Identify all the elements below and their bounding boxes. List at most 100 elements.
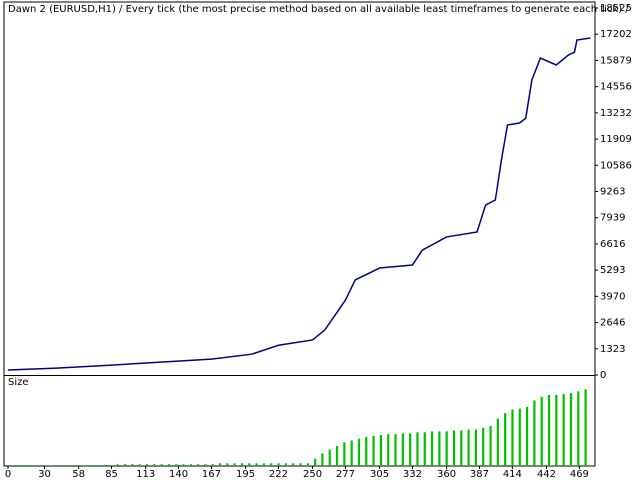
size-bar xyxy=(182,464,185,466)
size-bar xyxy=(167,464,171,466)
size-bar xyxy=(562,394,565,466)
size-bar xyxy=(160,464,163,466)
y-tick-label: 3970 xyxy=(600,291,625,302)
balance-line xyxy=(7,37,591,371)
size-bar xyxy=(262,463,266,466)
size-bar xyxy=(102,465,105,466)
size-bar xyxy=(460,430,463,466)
y-tick-label: 17202 xyxy=(600,29,632,40)
size-bar xyxy=(482,427,485,466)
size-bar xyxy=(430,431,434,466)
x-tick-label: 305 xyxy=(370,469,389,480)
size-bar xyxy=(314,458,317,466)
size-bar xyxy=(123,464,127,466)
size-bar xyxy=(335,445,339,466)
size-bar xyxy=(401,433,404,466)
size-bar xyxy=(365,436,368,466)
y-tick-label: 9263 xyxy=(600,186,625,197)
size-bar xyxy=(270,463,273,466)
size-bar xyxy=(394,434,397,466)
size-bar xyxy=(80,465,83,466)
size-bar xyxy=(36,465,39,466)
size-bar xyxy=(116,464,119,466)
size-bar xyxy=(299,463,302,466)
size-bar xyxy=(409,433,412,466)
size-bar xyxy=(452,430,456,466)
x-tick-label: 387 xyxy=(470,469,489,480)
size-bar xyxy=(467,429,470,466)
size-bar xyxy=(50,465,54,466)
size-bar xyxy=(306,463,309,466)
size-bar xyxy=(504,413,507,466)
size-bar xyxy=(145,464,149,466)
size-bar xyxy=(189,464,192,466)
chart-title: Dawn 2 (EURUSD,H1) / Every tick (the mos… xyxy=(8,4,629,15)
size-bar xyxy=(372,435,375,466)
size-bar xyxy=(577,391,580,466)
size-bar xyxy=(197,464,200,466)
y-tick-label: 6616 xyxy=(600,239,625,250)
y-tick-label: 15879 xyxy=(600,55,632,66)
size-bar xyxy=(438,431,441,466)
x-tick-label: 222 xyxy=(269,469,288,480)
size-bar xyxy=(525,406,529,466)
size-bar xyxy=(138,464,141,466)
size-bar xyxy=(379,435,382,466)
size-bar xyxy=(218,463,222,466)
size-bar xyxy=(416,432,419,466)
size-bar xyxy=(357,438,361,466)
size-bar xyxy=(204,464,207,466)
size-bar xyxy=(343,442,346,466)
y-tick-label: 13232 xyxy=(600,108,632,119)
size-bar xyxy=(474,429,478,466)
size-bar xyxy=(489,425,492,466)
size-bar xyxy=(28,465,32,466)
size-bar xyxy=(175,464,178,466)
size-bar xyxy=(87,465,90,466)
size-bar xyxy=(14,465,17,466)
size-bar xyxy=(518,408,521,466)
x-tick-label: 250 xyxy=(303,469,322,480)
size-bar xyxy=(153,464,156,466)
size-bar xyxy=(284,463,287,466)
size-bar xyxy=(21,465,24,466)
size-bar xyxy=(248,463,251,466)
x-tick-label: 414 xyxy=(503,469,522,480)
x-tick-label: 0 xyxy=(5,469,11,480)
x-tick-label: 277 xyxy=(336,469,355,480)
y-tick-label: 0 xyxy=(600,370,606,381)
size-bar xyxy=(511,409,514,466)
y-tick-label: 10586 xyxy=(600,160,632,171)
size-bar xyxy=(350,440,353,466)
size-bar xyxy=(255,463,258,466)
y-tick-label: 2646 xyxy=(600,318,625,329)
panel-title: Size xyxy=(8,377,29,388)
size-bar xyxy=(445,431,448,466)
size-bar xyxy=(540,396,543,466)
x-tick-label: 113 xyxy=(136,469,155,480)
size-bar xyxy=(555,394,558,466)
x-tick-label: 167 xyxy=(202,469,221,480)
size-bar xyxy=(387,434,390,466)
size-bar xyxy=(72,465,75,466)
y-tick-label: 11909 xyxy=(600,134,632,145)
size-bar xyxy=(328,449,331,466)
y-tick-label: 14556 xyxy=(600,82,632,93)
y-tick-label: 7939 xyxy=(600,213,625,224)
x-tick-label: 469 xyxy=(570,469,589,480)
size-bar xyxy=(131,464,134,466)
x-tick-label: 85 xyxy=(105,469,118,480)
size-bar xyxy=(547,394,551,466)
plot-frame xyxy=(3,1,596,467)
y-tick-label: 18525 xyxy=(600,3,632,14)
size-bar xyxy=(240,463,244,466)
size-bar xyxy=(321,453,324,466)
x-tick-label: 58 xyxy=(72,469,85,480)
size-bar xyxy=(226,463,229,466)
size-bar xyxy=(496,418,499,466)
size-bar xyxy=(533,400,536,466)
size-bar xyxy=(94,465,97,466)
size-bar xyxy=(211,464,214,466)
x-tick-label: 140 xyxy=(169,469,188,480)
